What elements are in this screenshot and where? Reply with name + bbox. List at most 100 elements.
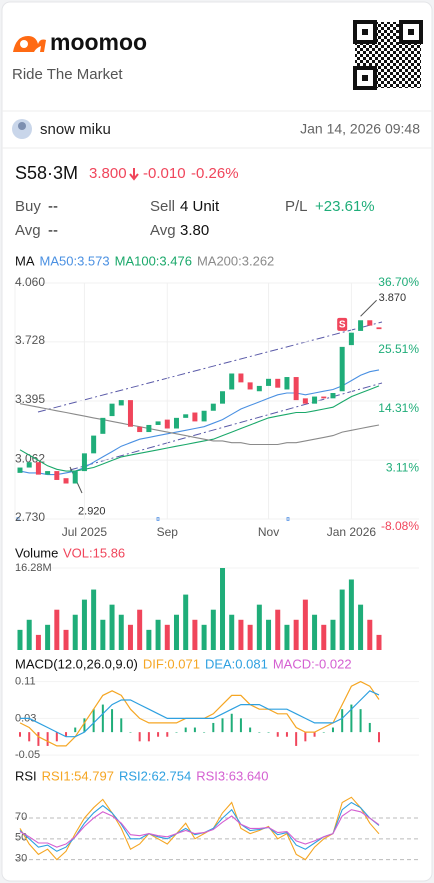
legend-entry: VOL:15.86 (63, 545, 125, 560)
y-tick-label: 4.060 (15, 275, 45, 289)
legend-entry: MACD:-0.022 (273, 656, 352, 671)
macd-bar (184, 727, 187, 733)
position-label: Buy (15, 198, 41, 215)
candle (330, 393, 336, 399)
candle (146, 424, 152, 433)
candle (275, 378, 281, 388)
macd-bar (267, 732, 270, 733)
y-tick-label: 30 (15, 853, 27, 865)
ma-line (19, 369, 380, 476)
volume-bar (348, 579, 354, 650)
change: -0.010 (143, 165, 186, 182)
position-value: 3.80 (180, 222, 209, 239)
volume-bar (302, 599, 308, 650)
rsi-line (19, 796, 380, 861)
macd-bar (230, 713, 233, 733)
panel-title: Volume (15, 545, 58, 560)
candle (155, 421, 161, 425)
volume-bar (164, 624, 170, 650)
x-tick-label: Jan 2026 (327, 525, 377, 539)
pct-label: 36.70% (378, 275, 419, 289)
volume-bar (118, 614, 124, 650)
macd-bar (46, 732, 49, 746)
volume-bar (91, 589, 97, 650)
user-name: snow miku (40, 121, 111, 138)
macd-bar (28, 732, 31, 742)
position-label: Avg (15, 222, 41, 239)
legend-entry: RSI1:54.797 (42, 768, 114, 783)
candle (376, 327, 382, 330)
macd-bar (175, 732, 178, 733)
trend-channel (37, 321, 383, 471)
down-arrow (129, 168, 139, 181)
volume-bar (266, 619, 272, 650)
macd-bar (350, 704, 353, 733)
pct-label: -8.08% (381, 519, 419, 533)
macd-bar (92, 709, 95, 733)
ma-line (19, 385, 380, 472)
charts: MA MA50:3.573 MA100:3.476 MA200:3.262 4.060 3… (14, 253, 419, 865)
y-tick-label: 3.062 (15, 451, 45, 465)
macd-bar (322, 732, 325, 733)
pct-label: 3.11% (386, 460, 419, 474)
macd-bar (313, 732, 316, 737)
volume-bar (210, 609, 216, 650)
volume-bar (81, 599, 87, 650)
datetime: Jan 14, 2026 09:48 (300, 121, 420, 137)
macd-bar (359, 709, 362, 733)
legend-entry: MACD(12.0,26.0,9.0) (15, 656, 138, 671)
legend-entry: MA (15, 253, 35, 268)
candle (220, 391, 226, 404)
volume-bar (247, 624, 253, 650)
candle (266, 378, 272, 386)
avatar-head (18, 122, 26, 130)
candle (127, 400, 133, 427)
macd-bar (74, 727, 77, 733)
signal-badge (337, 317, 348, 331)
macd-bar (157, 732, 160, 737)
volume-bar (72, 614, 78, 650)
brand: moomoo (50, 29, 147, 55)
candle (302, 398, 308, 404)
macd-bar (203, 732, 206, 733)
x-tick-label: Sep (157, 525, 179, 539)
volume-bar (173, 614, 179, 650)
volume-bar (146, 629, 152, 650)
volume-bar (17, 629, 23, 650)
volume-bar (238, 619, 244, 650)
macd-bar (138, 732, 141, 742)
volume-bar (312, 614, 318, 650)
y-tick-label: -0.05 (15, 749, 40, 761)
candle (109, 403, 115, 417)
y-tick-label: 3.395 (15, 392, 45, 406)
pct-label: 14.31% (378, 401, 419, 415)
macd-bar (341, 709, 344, 733)
x-tick-label: Nov (258, 525, 279, 539)
candle (256, 385, 262, 392)
low-label: 2.920 (78, 505, 106, 517)
candle (45, 471, 51, 475)
volume-bar (137, 609, 143, 650)
price: 3.800 (89, 165, 127, 182)
volume-bar (127, 624, 133, 650)
candle (312, 396, 318, 404)
volume-bar (330, 619, 336, 650)
volume-bar (339, 589, 345, 650)
legend-entry: RSI (15, 768, 37, 783)
candle (284, 377, 290, 390)
volume-bar (155, 619, 161, 650)
candle (118, 400, 124, 406)
high-leader (360, 299, 377, 317)
macd-bar (304, 732, 307, 742)
macd-bar (37, 732, 40, 746)
ma-line (19, 403, 380, 446)
candle (339, 346, 345, 392)
volume-bar (54, 609, 60, 650)
macd-bar (193, 727, 196, 733)
candle (173, 417, 179, 429)
candle (100, 417, 106, 434)
candle (81, 453, 87, 472)
volume-bar (229, 614, 235, 650)
macd-bar (331, 727, 334, 733)
